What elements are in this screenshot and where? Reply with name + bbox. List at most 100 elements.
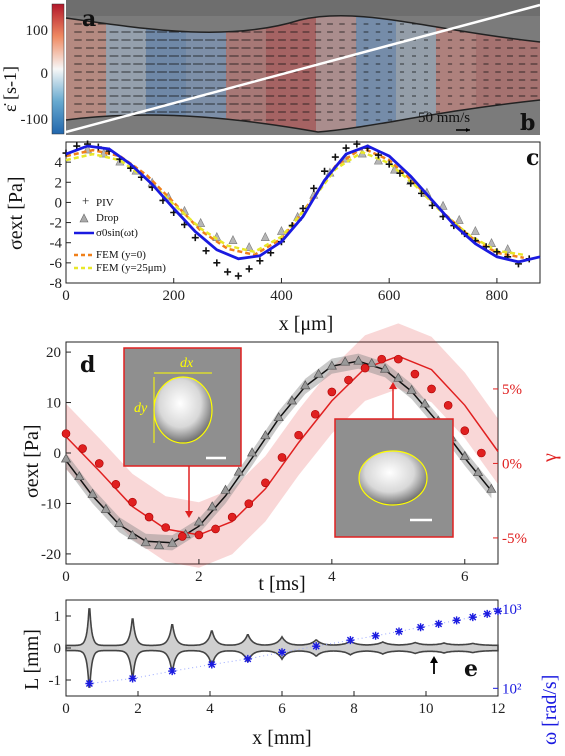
gamma-point [261,478,270,488]
piv-point [331,153,339,161]
omega-point [494,607,502,616]
piv-point [202,247,210,255]
gamma-point [211,524,220,534]
gamma-point [377,354,386,364]
panel-letter-c: c [526,145,539,171]
piv-point [353,140,361,148]
panel-e-xlabel: x [mm] [252,727,311,749]
sigma-point [353,355,364,365]
panel-c-xlabel: x [μm] [279,313,334,335]
gamma-point [327,387,337,397]
d-xtick-label: 2 [195,569,203,585]
legend-marker-piv: + [82,193,89,208]
sigma-point [233,466,244,476]
sigma-point [419,398,430,408]
sigma-point [100,503,111,513]
arrow-scale-head [466,128,470,132]
inset-pointer-left-head [185,511,193,518]
colorbar-tick-0: 0 [41,66,49,82]
d-ytick-left-label: 0 [54,446,62,462]
d-ytick-right-label: 0% [502,456,522,472]
legend-fem0: FEM (y=0) [96,249,146,261]
channel-width-trace [65,608,499,688]
sine-fit-line [65,144,541,264]
e-ytick-left-label: -1 [49,673,62,689]
piv-point [418,189,425,197]
c-xtick-label: 0 [62,288,70,304]
inset-drop-horizontal [334,382,454,538]
sigma-point [193,516,205,526]
omega-point [452,616,461,625]
piv-point [267,249,275,257]
panel-letter-a: a [82,6,96,32]
gamma-point [394,354,403,364]
sigma-point [340,356,351,366]
piv-point [374,151,382,159]
panel-c-series [62,140,541,280]
piv-point [299,204,307,212]
legend-sine: σ0sin(ωt) [96,227,138,239]
drop-point [196,217,206,227]
sigma-point [260,430,271,440]
piv-point [321,167,329,175]
drop-point [260,232,270,241]
panel-letter-d: d [80,352,95,378]
panel-d-ylabel-right: γ [539,453,561,463]
omega-point [168,667,177,676]
gamma-point [344,375,353,385]
panel-e-ylabel-right: ω [rad/s] [539,675,561,745]
drop-point [244,242,254,252]
piv-point [73,142,81,150]
sigma-point [379,363,391,373]
d-ytick-left-label: -10 [41,496,61,512]
panel-letter-e: e [464,656,478,682]
gamma-point [94,459,104,468]
omega-point [243,654,252,663]
omega-point [468,613,477,622]
d-ytick-left-label: -20 [41,547,61,563]
gamma-point [111,479,121,489]
gamma-point [294,430,303,440]
c-ytick-label: -8 [50,276,63,292]
gamma-fit-line [65,355,499,536]
piv-point [245,265,253,273]
e-xtick-label: 8 [350,701,358,717]
c-ytick-label: -4 [50,236,63,252]
omega-point [416,623,425,632]
omega-point [128,674,137,683]
omega-point [395,627,403,636]
panel-e-series [65,607,502,688]
sigma-point [114,517,125,527]
c-ytick-label: 4 [55,155,63,171]
gamma-point [443,401,453,410]
channel-wall-lower [65,99,541,133]
gamma-point [477,448,486,458]
omega-point [278,648,286,657]
drop-fit-ellipse-right [358,450,428,506]
sigma-point [486,483,497,493]
panel-c-frame [65,141,541,284]
e-xtick-label: 6 [278,701,286,717]
drop-image-right [359,451,427,505]
omega-point [371,631,380,640]
d-xtick-label: 6 [461,569,469,585]
omega-point [207,660,216,669]
gamma-point [178,532,187,541]
gamma-point [144,512,154,522]
piv-point [213,259,221,267]
legend-drop: Drop [96,212,119,224]
omega-point [346,636,355,645]
piv-point [234,272,242,280]
panel-c: c 4 2 0 -2 -4 -6 -8 0 200 400 600 800 σext [Pa] x … [5,140,541,335]
sigma-point [366,357,377,368]
sigma-point [60,453,72,463]
e-xtick-label: 12 [491,701,506,717]
piv-point [493,248,501,256]
colorbar-tick-minus100: -100 [21,112,49,128]
c-xtick-label: 200 [162,288,185,304]
panel-d-ylabel-left: σext [Pa] [21,424,43,498]
drop-point [454,214,464,224]
sigma-point [313,368,324,378]
drop-point [228,235,238,244]
